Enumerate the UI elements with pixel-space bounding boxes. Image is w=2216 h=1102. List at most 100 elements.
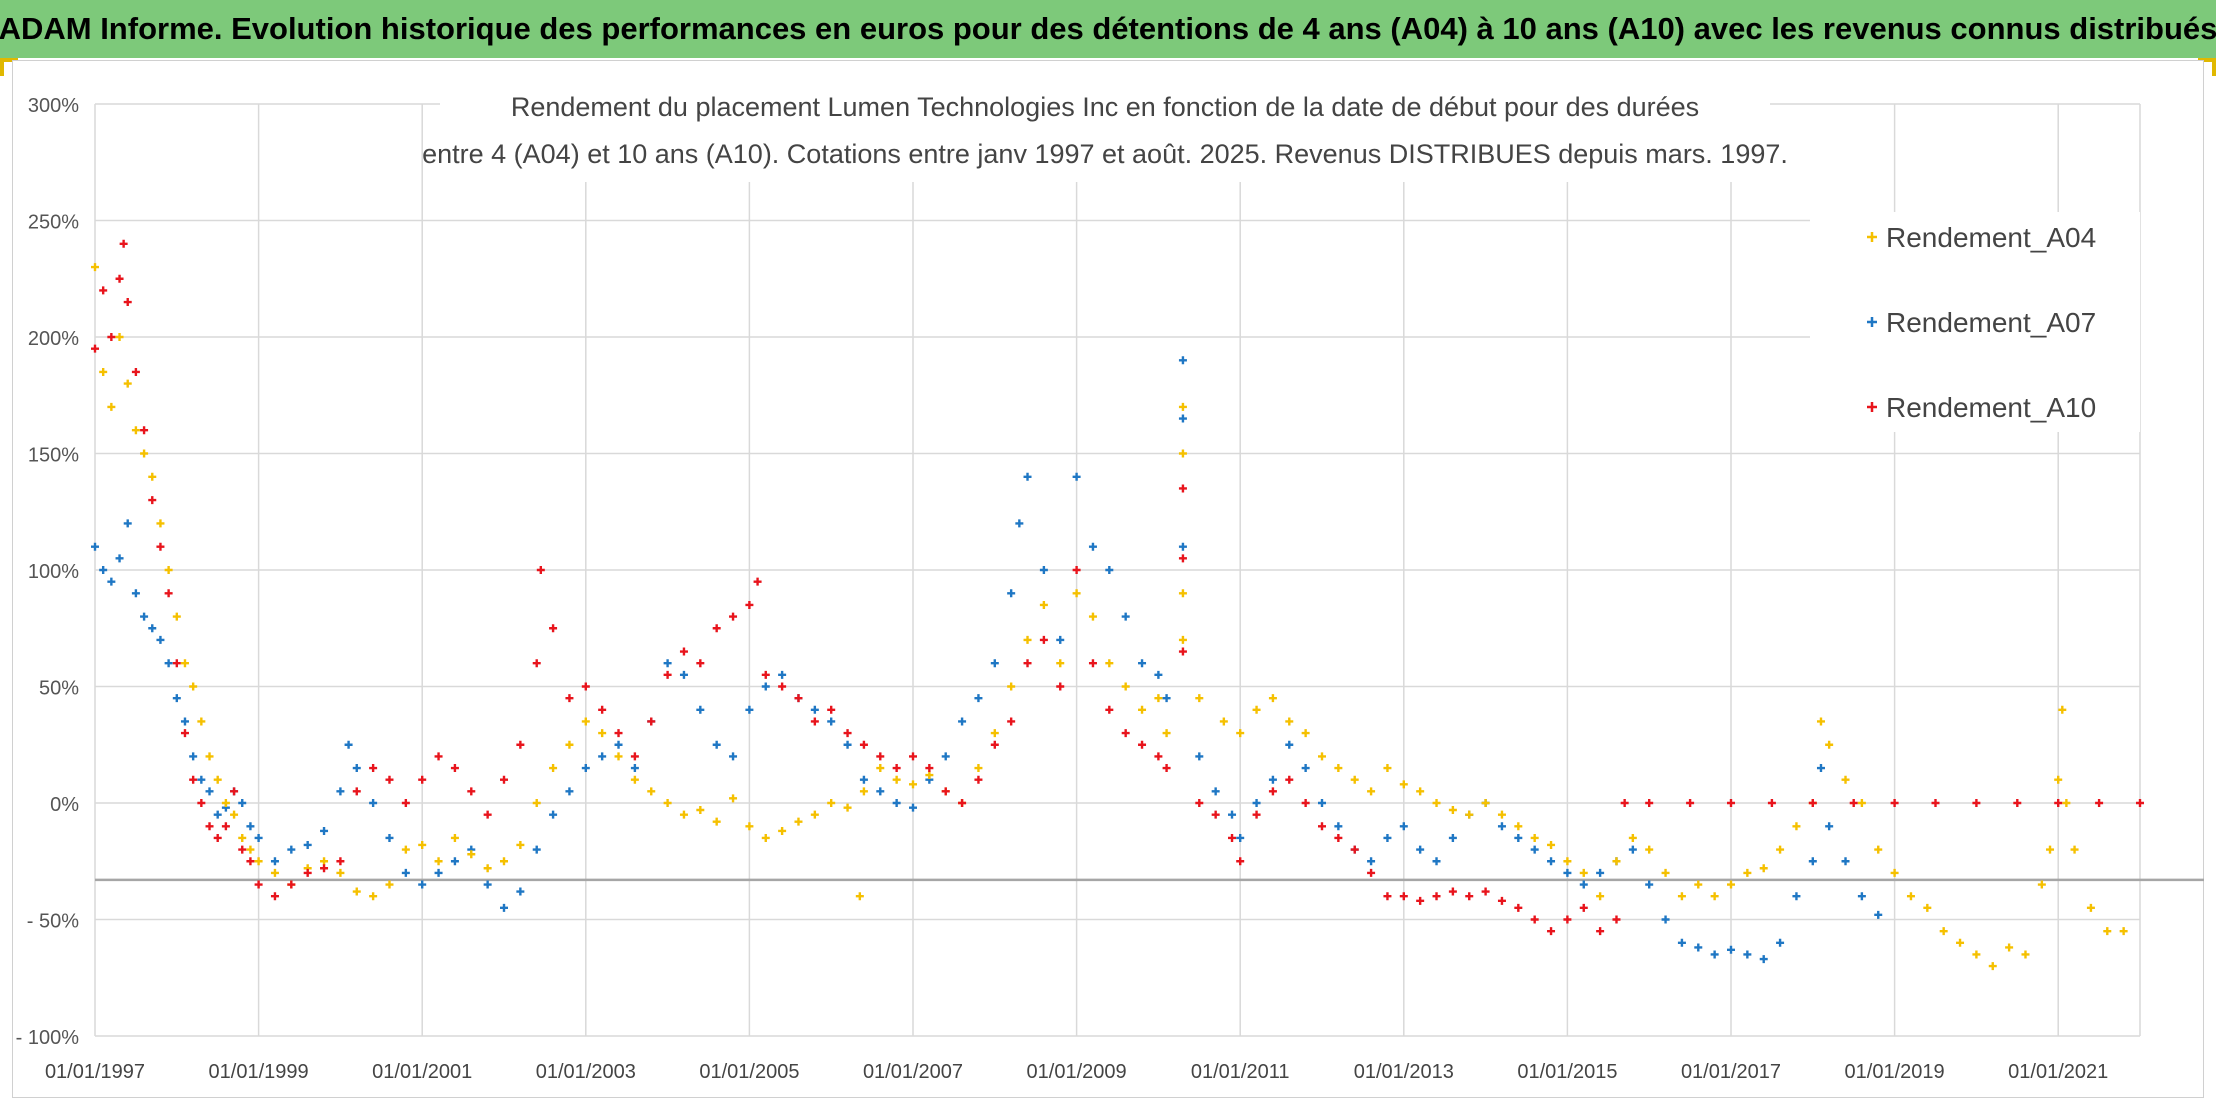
data-point (180, 659, 189, 668)
data-point (287, 845, 296, 854)
data-point (516, 887, 525, 896)
data-point (352, 787, 361, 796)
data-point (565, 740, 574, 749)
data-point (270, 892, 279, 901)
data-point (1195, 799, 1204, 807)
data-point (1195, 752, 1204, 761)
data-point (1432, 799, 1441, 807)
data-point (336, 787, 345, 796)
data-point (909, 752, 917, 761)
chart-title-layer: Rendement du placement Lumen Technologie… (422, 82, 1788, 182)
data-point (238, 845, 247, 854)
data-point (1178, 635, 1187, 644)
data-point (745, 822, 754, 831)
y-tick-label: 50% (39, 678, 79, 700)
data-point (745, 600, 754, 609)
data-point (1808, 857, 1817, 866)
data-point (679, 670, 688, 679)
data-point (2136, 799, 2144, 807)
data-point (352, 887, 361, 896)
data-point (630, 775, 639, 784)
data-point (107, 333, 116, 341)
data-point (2054, 799, 2063, 807)
data-point (213, 775, 222, 784)
data-point (369, 892, 378, 901)
data-point (1007, 682, 1016, 691)
data-point (859, 740, 868, 749)
data-point (1956, 938, 1965, 947)
data-point (1645, 799, 1654, 807)
data-point (1530, 845, 1539, 854)
data-point (974, 694, 983, 703)
data-point (925, 764, 934, 773)
data-point (876, 764, 885, 773)
data-point (1252, 799, 1261, 807)
data-point (303, 868, 312, 877)
data-point (679, 810, 688, 819)
data-point (1416, 845, 1425, 854)
data-point (401, 845, 410, 854)
legend: Rendement_A04 Rendement_A07 Rendement_A10 (1810, 212, 2140, 432)
data-point (1825, 822, 1834, 831)
data-point (761, 670, 770, 679)
data-point (1268, 787, 1277, 796)
data-point (385, 880, 394, 889)
chart-title-line1: Rendement du placement Lumen Technologie… (511, 92, 1699, 122)
data-point (189, 682, 198, 691)
x-tick-label: 01/01/1997 (45, 1061, 145, 1083)
data-point (230, 787, 239, 796)
data-point (107, 577, 116, 586)
data-point (1138, 659, 1147, 668)
data-point (1383, 764, 1392, 773)
data-point (565, 694, 574, 703)
x-tick-label: 01/01/2021 (2008, 1061, 2108, 1083)
data-point (663, 670, 672, 679)
data-point (1318, 799, 1326, 807)
data-point (1579, 903, 1588, 912)
data-point (1767, 799, 1776, 807)
data-point (1007, 589, 1016, 598)
data-point (778, 670, 787, 679)
chart-title-background (440, 82, 1770, 182)
data-point (123, 379, 132, 388)
data-point (1301, 799, 1310, 807)
data-point (320, 857, 329, 866)
data-point (2062, 799, 2071, 807)
data-point (532, 845, 541, 854)
data-point (941, 752, 950, 761)
data-point (1072, 566, 1081, 574)
data-point (1334, 764, 1343, 773)
data-point (859, 787, 868, 796)
data-point (1972, 799, 1981, 807)
data-point (1563, 857, 1572, 866)
legend-marker (1867, 317, 1877, 327)
data-point (1178, 356, 1187, 365)
data-point (1178, 647, 1187, 656)
data-point (1399, 892, 1408, 901)
data-point (99, 566, 108, 574)
x-tick-label: 01/01/2003 (536, 1061, 636, 1083)
data-point (2005, 943, 2014, 952)
x-tick-label: 01/01/2013 (1354, 1061, 1454, 1083)
frame-corner-right (2198, 58, 2216, 76)
data-point (990, 729, 999, 738)
data-point (549, 764, 558, 773)
data-point (1645, 880, 1654, 889)
data-point (630, 752, 639, 761)
data-point (1727, 880, 1735, 889)
data-point (1432, 892, 1441, 901)
data-point (213, 810, 222, 819)
data-point (197, 799, 206, 807)
data-point (1841, 857, 1850, 866)
data-point (1776, 845, 1785, 854)
data-point (536, 566, 545, 574)
data-point (712, 817, 721, 826)
data-point (1367, 787, 1376, 796)
data-point (115, 274, 124, 283)
data-point (221, 799, 230, 807)
data-point (418, 775, 427, 784)
data-point (1677, 892, 1686, 901)
data-point (1138, 705, 1147, 714)
data-point (1547, 840, 1556, 849)
